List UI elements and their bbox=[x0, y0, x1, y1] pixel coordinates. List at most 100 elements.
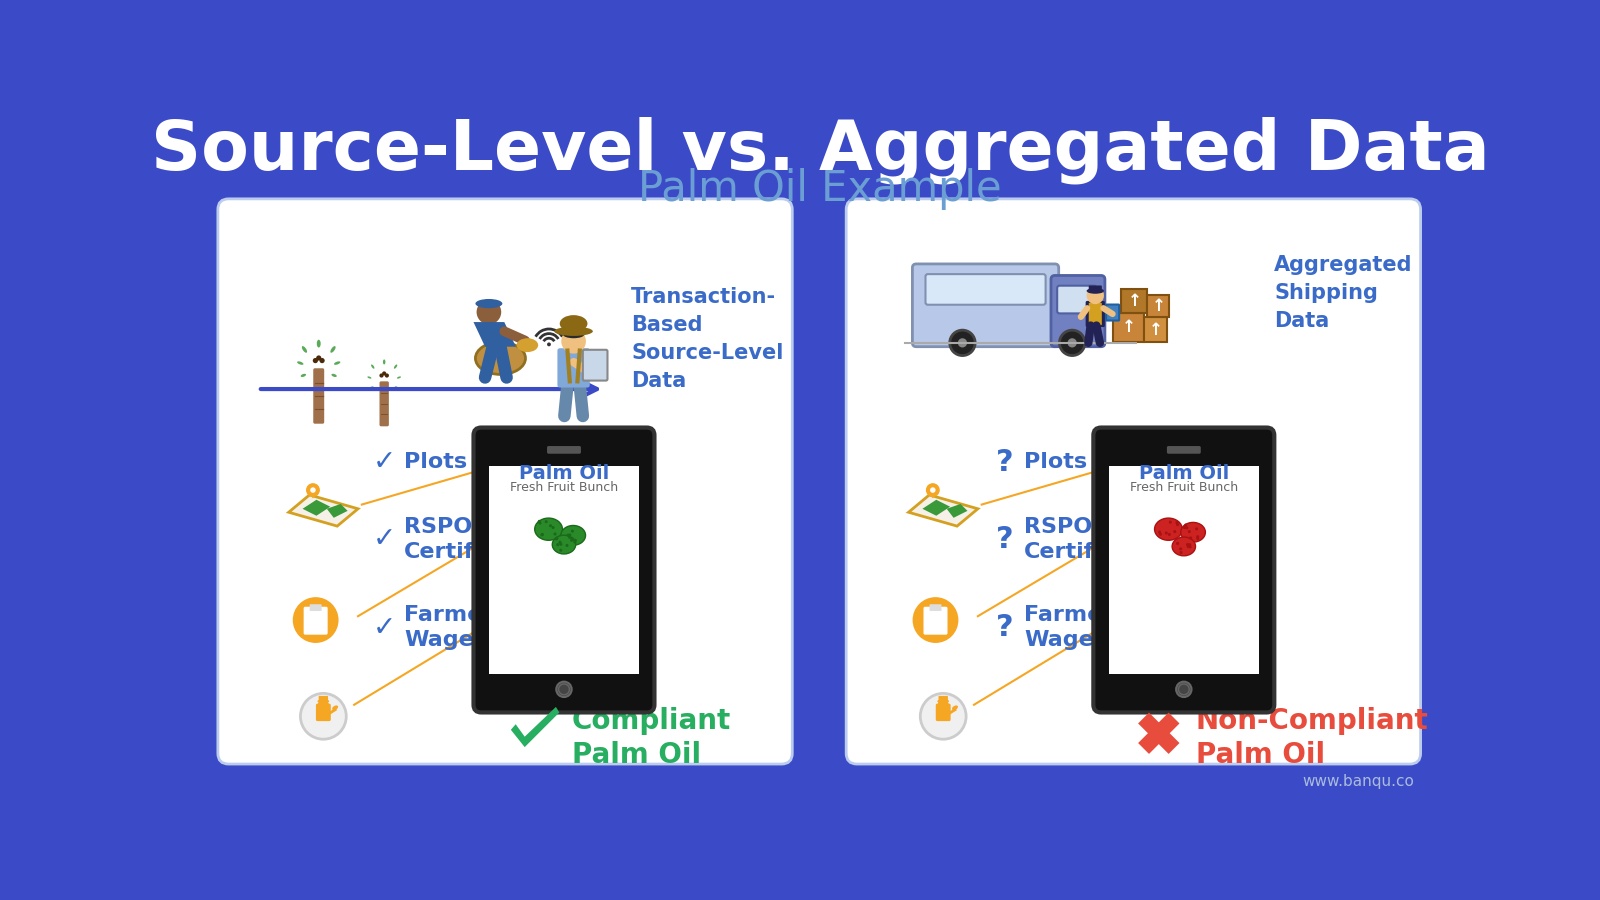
FancyBboxPatch shape bbox=[930, 604, 941, 611]
FancyBboxPatch shape bbox=[474, 428, 654, 713]
Polygon shape bbox=[510, 706, 560, 747]
Polygon shape bbox=[1138, 713, 1179, 754]
Polygon shape bbox=[926, 491, 939, 499]
Circle shape bbox=[938, 700, 949, 712]
Circle shape bbox=[312, 358, 318, 364]
Circle shape bbox=[571, 529, 574, 533]
FancyBboxPatch shape bbox=[304, 607, 328, 634]
Text: RSPO
Certifications: RSPO Certifications bbox=[405, 517, 573, 562]
Circle shape bbox=[565, 544, 568, 547]
Circle shape bbox=[950, 330, 974, 356]
Circle shape bbox=[382, 372, 386, 375]
Circle shape bbox=[538, 520, 541, 523]
Text: ?: ? bbox=[995, 525, 1014, 554]
Ellipse shape bbox=[334, 361, 341, 365]
FancyBboxPatch shape bbox=[379, 382, 389, 427]
Circle shape bbox=[1176, 542, 1179, 545]
Circle shape bbox=[912, 597, 958, 643]
Circle shape bbox=[1184, 524, 1187, 526]
Text: Transaction-
Based
Source-Level
Data: Transaction- Based Source-Level Data bbox=[632, 287, 784, 391]
Text: ↑: ↑ bbox=[1122, 319, 1136, 337]
FancyBboxPatch shape bbox=[315, 704, 331, 721]
Circle shape bbox=[549, 524, 552, 527]
Ellipse shape bbox=[330, 346, 336, 353]
Circle shape bbox=[1176, 523, 1179, 526]
FancyBboxPatch shape bbox=[582, 350, 608, 381]
FancyBboxPatch shape bbox=[1147, 295, 1170, 318]
FancyBboxPatch shape bbox=[912, 264, 1059, 346]
Ellipse shape bbox=[534, 518, 563, 540]
Ellipse shape bbox=[397, 376, 402, 379]
Circle shape bbox=[558, 541, 562, 544]
Ellipse shape bbox=[301, 374, 306, 377]
FancyBboxPatch shape bbox=[310, 604, 322, 611]
Circle shape bbox=[1197, 537, 1200, 540]
Bar bbox=[307, 626, 312, 631]
Text: Source-Level vs. Aggregated Data: Source-Level vs. Aggregated Data bbox=[150, 117, 1490, 184]
FancyBboxPatch shape bbox=[218, 199, 792, 764]
Text: ↑: ↑ bbox=[1149, 320, 1163, 338]
Circle shape bbox=[1168, 520, 1171, 524]
Ellipse shape bbox=[1155, 518, 1182, 540]
Circle shape bbox=[555, 537, 558, 540]
Circle shape bbox=[566, 534, 570, 536]
Circle shape bbox=[1186, 526, 1189, 529]
Circle shape bbox=[1195, 527, 1198, 530]
Circle shape bbox=[568, 534, 571, 536]
Circle shape bbox=[317, 700, 330, 712]
FancyBboxPatch shape bbox=[557, 348, 590, 388]
FancyBboxPatch shape bbox=[1122, 289, 1147, 313]
Ellipse shape bbox=[370, 386, 373, 389]
Ellipse shape bbox=[563, 330, 584, 338]
Circle shape bbox=[544, 520, 547, 523]
FancyBboxPatch shape bbox=[1051, 275, 1106, 346]
Ellipse shape bbox=[1181, 522, 1205, 542]
Circle shape bbox=[554, 533, 557, 536]
Text: Palm Oil: Palm Oil bbox=[1139, 464, 1229, 483]
Ellipse shape bbox=[333, 706, 338, 710]
Polygon shape bbox=[306, 491, 320, 499]
Circle shape bbox=[379, 374, 384, 378]
Polygon shape bbox=[288, 495, 358, 526]
Text: Non-Compliant
Palm Oil: Non-Compliant Palm Oil bbox=[1195, 706, 1429, 770]
Text: Farmer
Wages: Farmer Wages bbox=[1024, 606, 1114, 650]
Ellipse shape bbox=[298, 361, 304, 365]
FancyBboxPatch shape bbox=[318, 696, 328, 703]
Ellipse shape bbox=[517, 338, 538, 352]
Ellipse shape bbox=[302, 346, 307, 353]
FancyBboxPatch shape bbox=[1093, 428, 1274, 713]
Circle shape bbox=[568, 536, 571, 539]
Circle shape bbox=[926, 483, 939, 497]
Text: www.banqu.co: www.banqu.co bbox=[1302, 774, 1414, 788]
Circle shape bbox=[573, 539, 576, 542]
FancyBboxPatch shape bbox=[1112, 313, 1144, 342]
Ellipse shape bbox=[395, 386, 398, 389]
Circle shape bbox=[557, 543, 560, 546]
Ellipse shape bbox=[368, 376, 371, 379]
Circle shape bbox=[1187, 530, 1190, 533]
Circle shape bbox=[547, 343, 550, 346]
Text: ?: ? bbox=[995, 613, 1014, 643]
Text: Aggregated
Shipping
Data: Aggregated Shipping Data bbox=[1274, 255, 1413, 331]
Ellipse shape bbox=[382, 359, 386, 364]
Ellipse shape bbox=[475, 342, 525, 374]
Ellipse shape bbox=[317, 339, 320, 347]
Text: RSPO
Certifications: RSPO Certifications bbox=[1024, 517, 1194, 562]
FancyBboxPatch shape bbox=[923, 607, 947, 634]
Circle shape bbox=[1189, 544, 1192, 546]
Circle shape bbox=[573, 541, 576, 544]
Circle shape bbox=[1189, 536, 1192, 539]
Ellipse shape bbox=[317, 699, 330, 703]
Circle shape bbox=[320, 358, 325, 364]
Circle shape bbox=[301, 693, 346, 739]
Circle shape bbox=[1187, 544, 1190, 547]
FancyBboxPatch shape bbox=[490, 466, 638, 674]
Circle shape bbox=[1187, 545, 1190, 548]
FancyBboxPatch shape bbox=[1088, 285, 1102, 292]
Ellipse shape bbox=[1173, 537, 1195, 556]
Polygon shape bbox=[923, 500, 950, 516]
Circle shape bbox=[1067, 338, 1077, 347]
FancyBboxPatch shape bbox=[1106, 304, 1118, 320]
Text: ↑: ↑ bbox=[1152, 298, 1165, 316]
Ellipse shape bbox=[475, 299, 502, 308]
